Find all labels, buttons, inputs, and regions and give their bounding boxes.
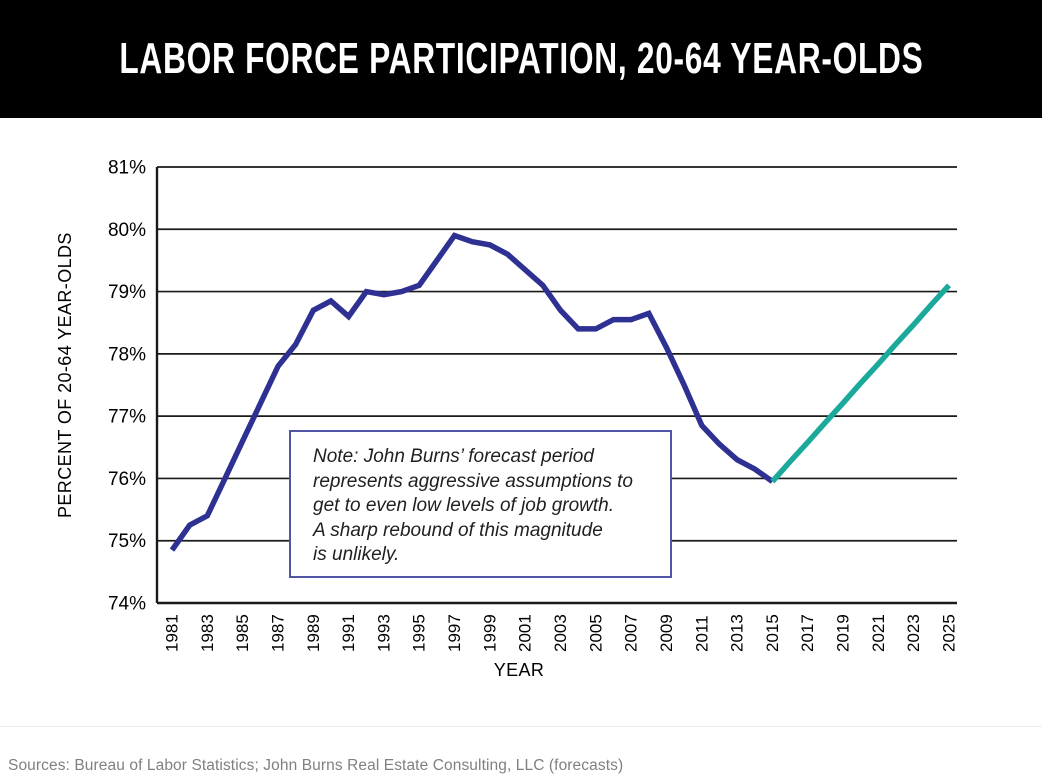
y-axis-title: PERCENT OF 20-64 YEAR-OLDS — [55, 232, 75, 518]
x-tick-label: 2005 — [586, 614, 605, 652]
x-tick-label: 1999 — [480, 614, 499, 652]
x-tick-label: 2009 — [657, 614, 676, 652]
x-tick-label: 1991 — [339, 614, 358, 652]
x-axis-title: YEAR — [493, 660, 545, 680]
y-tick-label: 75% — [108, 531, 146, 552]
footer: Sources: Bureau of Labor Statistics; Joh… — [0, 726, 1042, 781]
x-tick-label: 2023 — [904, 614, 923, 652]
x-tick-label: 1985 — [233, 614, 252, 652]
x-tick-label: 2003 — [551, 614, 570, 652]
x-tick-label: 1987 — [268, 614, 287, 652]
y-tick-label: 78% — [108, 344, 146, 365]
x-tick-label: 2007 — [622, 614, 641, 652]
x-tick-label: 2013 — [728, 614, 747, 652]
y-tick-label: 74% — [108, 594, 146, 615]
x-tick-label: 1993 — [374, 614, 393, 652]
x-tick-label: 1997 — [445, 614, 464, 652]
x-tick-label: 1989 — [304, 614, 323, 652]
x-tick-label: 1995 — [410, 614, 429, 652]
y-tick-label: 80% — [108, 220, 146, 241]
y-tick-label: 79% — [108, 282, 146, 303]
y-tick-label: 81% — [108, 158, 146, 179]
x-tick-label: 2021 — [869, 614, 888, 652]
note-box: Note: John Burns’ forecast period repres… — [289, 430, 672, 578]
source-text: Sources: Bureau of Labor Statistics; Joh… — [8, 757, 624, 774]
x-axis-labels: 1981 1983 1985 1987 1989 1991 1993 1995 1997 1999… — [163, 614, 959, 652]
x-tick-label: 2025 — [940, 614, 959, 652]
y-tick-label: 76% — [108, 469, 146, 490]
series-lines — [169, 232, 952, 552]
y-tick-label: 77% — [108, 407, 146, 428]
header-bar: LABOR FORCE PARTICIPATION, 20-64 YEAR-OL… — [0, 0, 1042, 118]
historical-line — [169, 232, 774, 552]
chart-title: LABOR FORCE PARTICIPATION, 20-64 YEAR-OL… — [118, 34, 924, 83]
x-tick-label: 1981 — [163, 614, 182, 652]
y-axis-labels: 74% 75% 76% 77% 78% 79% 80% 81% — [108, 158, 146, 615]
x-tick-label: 2019 — [834, 614, 853, 652]
x-tick-label: 2015 — [763, 614, 782, 652]
x-tick-label: 2011 — [692, 615, 711, 652]
x-tick-label: 1983 — [198, 614, 217, 652]
x-tick-label: 2001 — [516, 614, 535, 652]
x-tick-label: 2017 — [798, 614, 817, 652]
forecast-line — [770, 283, 952, 484]
